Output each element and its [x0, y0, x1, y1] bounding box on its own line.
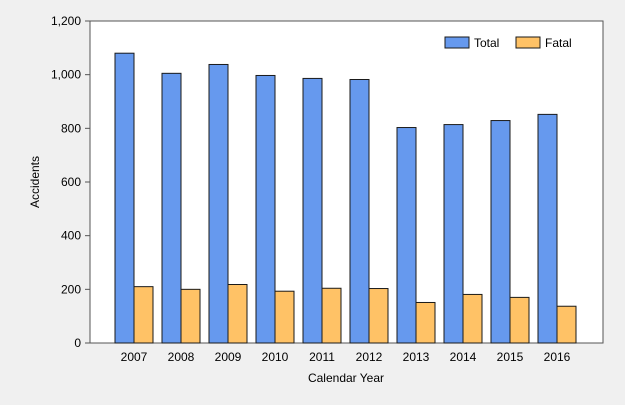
legend-label-total: Total [474, 36, 499, 50]
x-axis: 2007 2008 2009 2010 2011 2012 2013 2014 2015 2016 [121, 350, 571, 364]
x-tick-label: 2011 [309, 350, 335, 364]
y-tick-label: 800 [61, 121, 81, 135]
y-tick-label: 200 [61, 282, 81, 296]
x-tick-label: 2010 [262, 350, 289, 364]
y-tick-label: 600 [61, 175, 81, 189]
bar-total-2009 [208, 63, 229, 344]
x-tick-label: 2016 [544, 350, 571, 364]
bar-fatal-2012 [368, 288, 389, 344]
bar-fatal-2007 [133, 286, 154, 344]
x-tick-label: 2007 [121, 350, 148, 364]
legend: Total Fatal [444, 36, 572, 50]
x-tick-label: 2008 [168, 350, 195, 364]
x-tick-label: 2012 [356, 350, 383, 364]
bar-total-2016 [537, 113, 558, 344]
bar-fatal-2016 [556, 305, 577, 344]
bar-total-2010 [255, 74, 276, 344]
y-tick-label: 0 [74, 336, 81, 350]
y-tick-label: 1,000 [51, 68, 81, 82]
bar-fatal-2014 [462, 293, 483, 344]
y-axis: 0 200 400 600 800 1,000 1,200 [51, 14, 90, 350]
bars [114, 52, 577, 344]
legend-swatch-total [444, 36, 470, 49]
y-tick-label: 400 [61, 229, 81, 243]
bar-fatal-2015 [509, 296, 530, 344]
legend-label-fatal: Fatal [545, 36, 572, 50]
bar-fatal-2011 [321, 287, 342, 344]
bar-total-2015 [490, 120, 511, 344]
x-tick-label: 2009 [215, 350, 242, 364]
x-tick-label: 2013 [403, 350, 430, 364]
bar-fatal-2010 [274, 290, 295, 344]
bar-total-2014 [443, 124, 464, 344]
bar-total-2012 [349, 78, 370, 344]
bar-total-2007 [114, 52, 135, 344]
y-tick-label: 1,200 [51, 14, 81, 28]
x-axis-label: Calendar Year [308, 371, 384, 385]
bar-total-2008 [161, 72, 182, 344]
y-axis-label: Accidents [28, 156, 42, 208]
x-tick-label: 2014 [450, 350, 477, 364]
x-tick-label: 2015 [497, 350, 524, 364]
bar-total-2013 [396, 127, 417, 344]
bar-total-2011 [302, 77, 323, 344]
bar-fatal-2009 [227, 284, 248, 344]
legend-swatch-fatal [515, 36, 541, 49]
bar-fatal-2008 [180, 288, 201, 344]
bar-fatal-2013 [415, 301, 436, 344]
